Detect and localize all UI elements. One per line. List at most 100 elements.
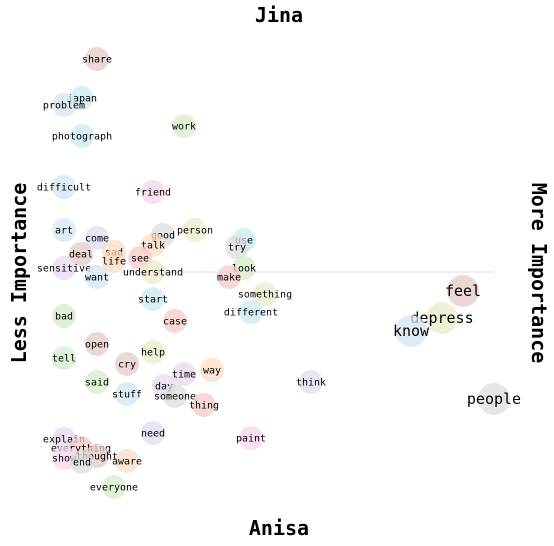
point-label-someone: someone <box>154 392 196 403</box>
point-label-people: people <box>467 390 521 408</box>
point-marker-case <box>163 309 187 333</box>
point-label-way: way <box>203 366 221 377</box>
point-marker-people <box>478 383 510 415</box>
point-label-think: think <box>296 378 326 389</box>
point-marker-tell <box>52 346 76 370</box>
point-label-depress: depress <box>410 309 473 327</box>
point-marker-way <box>200 358 224 382</box>
axis-label-top: Jina <box>255 3 303 27</box>
point-marker-problem <box>52 93 76 117</box>
point-label-help: help <box>141 348 165 359</box>
point-marker-show <box>52 446 76 470</box>
point-marker-photograph <box>70 124 94 148</box>
point-marker-everyone <box>102 475 126 499</box>
point-marker-help <box>141 340 165 364</box>
point-label-thought: thought <box>76 452 118 463</box>
point-marker-someone <box>163 384 187 408</box>
point-label-start: start <box>138 295 168 306</box>
point-marker-make <box>217 265 241 289</box>
point-label-photograph: photograph <box>52 132 112 143</box>
point-marker-thing <box>192 393 216 417</box>
point-label-problem: problem <box>43 101 85 112</box>
point-label-look: look <box>232 264 256 275</box>
point-marker-friend <box>141 180 165 204</box>
point-marker-feel <box>447 275 479 307</box>
point-label-different: different <box>224 308 278 319</box>
point-marker-paint <box>239 426 263 450</box>
point-marker-life <box>102 249 126 273</box>
point-marker-start <box>141 287 165 311</box>
axis-label-right: More Importance <box>527 183 551 364</box>
point-label-japan: japan <box>67 94 97 105</box>
point-marker-come <box>85 226 109 250</box>
point-label-time: time <box>172 370 196 381</box>
point-marker-need <box>141 421 165 445</box>
point-marker-different <box>239 300 263 324</box>
point-label-share: share <box>82 55 112 66</box>
point-marker-time <box>172 362 196 386</box>
point-label-everything: everything <box>51 444 111 455</box>
point-marker-open <box>85 332 109 356</box>
point-label-come: come <box>85 234 109 245</box>
point-label-deal: deal <box>69 250 93 261</box>
point-marker-stuff <box>115 382 139 406</box>
point-label-something: something <box>238 290 292 301</box>
point-marker-understand <box>141 260 165 284</box>
axis-label-bottom: Anisa <box>249 516 309 540</box>
point-label-make: make <box>217 273 241 284</box>
point-label-paint: paint <box>236 434 266 445</box>
point-marker-said <box>85 370 109 394</box>
point-marker-japan <box>70 86 94 110</box>
point-label-thing: thing <box>189 401 219 412</box>
point-marker-share <box>85 47 109 71</box>
point-marker-end <box>70 450 94 474</box>
point-label-said: said <box>85 378 109 389</box>
point-marker-want <box>85 265 109 289</box>
point-label-day: day <box>155 382 173 393</box>
point-label-art: art <box>55 226 73 237</box>
point-marker-deal <box>69 242 93 266</box>
point-marker-sensitive <box>52 256 76 280</box>
point-label-talk: talk <box>141 241 165 252</box>
point-label-everyone: everyone <box>90 483 138 494</box>
point-marker-bad <box>52 304 76 328</box>
point-marker-try <box>225 235 249 259</box>
point-marker-think <box>299 370 323 394</box>
point-label-bad: bad <box>55 312 73 323</box>
point-label-see: see <box>131 254 149 265</box>
point-marker-person <box>183 218 207 242</box>
point-label-need: need <box>141 429 165 440</box>
point-marker-cry <box>115 352 139 376</box>
point-marker-work <box>172 114 196 138</box>
point-label-end: end <box>73 458 91 469</box>
point-label-explain: explain <box>43 435 85 446</box>
point-label-sensitive: sensitive <box>37 264 91 275</box>
point-label-person: person <box>177 226 213 237</box>
point-label-aware: aware <box>112 457 142 468</box>
point-marker-art <box>52 218 76 242</box>
point-label-show: show <box>52 454 77 465</box>
point-marker-aware <box>115 449 139 473</box>
point-label-case: case <box>163 317 187 328</box>
point-marker-depress <box>426 302 458 334</box>
point-label-cry: cry <box>118 360 136 371</box>
axis-label-left: Less Importance <box>7 183 31 364</box>
point-label-feel: feel <box>445 282 481 300</box>
point-label-friend: friend <box>135 188 171 199</box>
point-label-tell: tell <box>52 354 76 365</box>
point-label-open: open <box>85 340 109 351</box>
point-label-want: want <box>85 273 109 284</box>
point-label-stuff: stuff <box>112 390 142 401</box>
point-label-good: good <box>151 231 175 242</box>
point-label-difficult: difficult <box>37 183 91 194</box>
point-label-work: work <box>172 122 196 133</box>
point-marker-something <box>253 282 277 306</box>
point-marker-difficult <box>52 175 76 199</box>
point-label-understand: understand <box>123 268 183 279</box>
point-label-know: know <box>393 322 430 340</box>
point-label-try: try <box>228 243 246 254</box>
point-marker-know <box>395 315 427 347</box>
point-label-life: life <box>102 257 126 268</box>
